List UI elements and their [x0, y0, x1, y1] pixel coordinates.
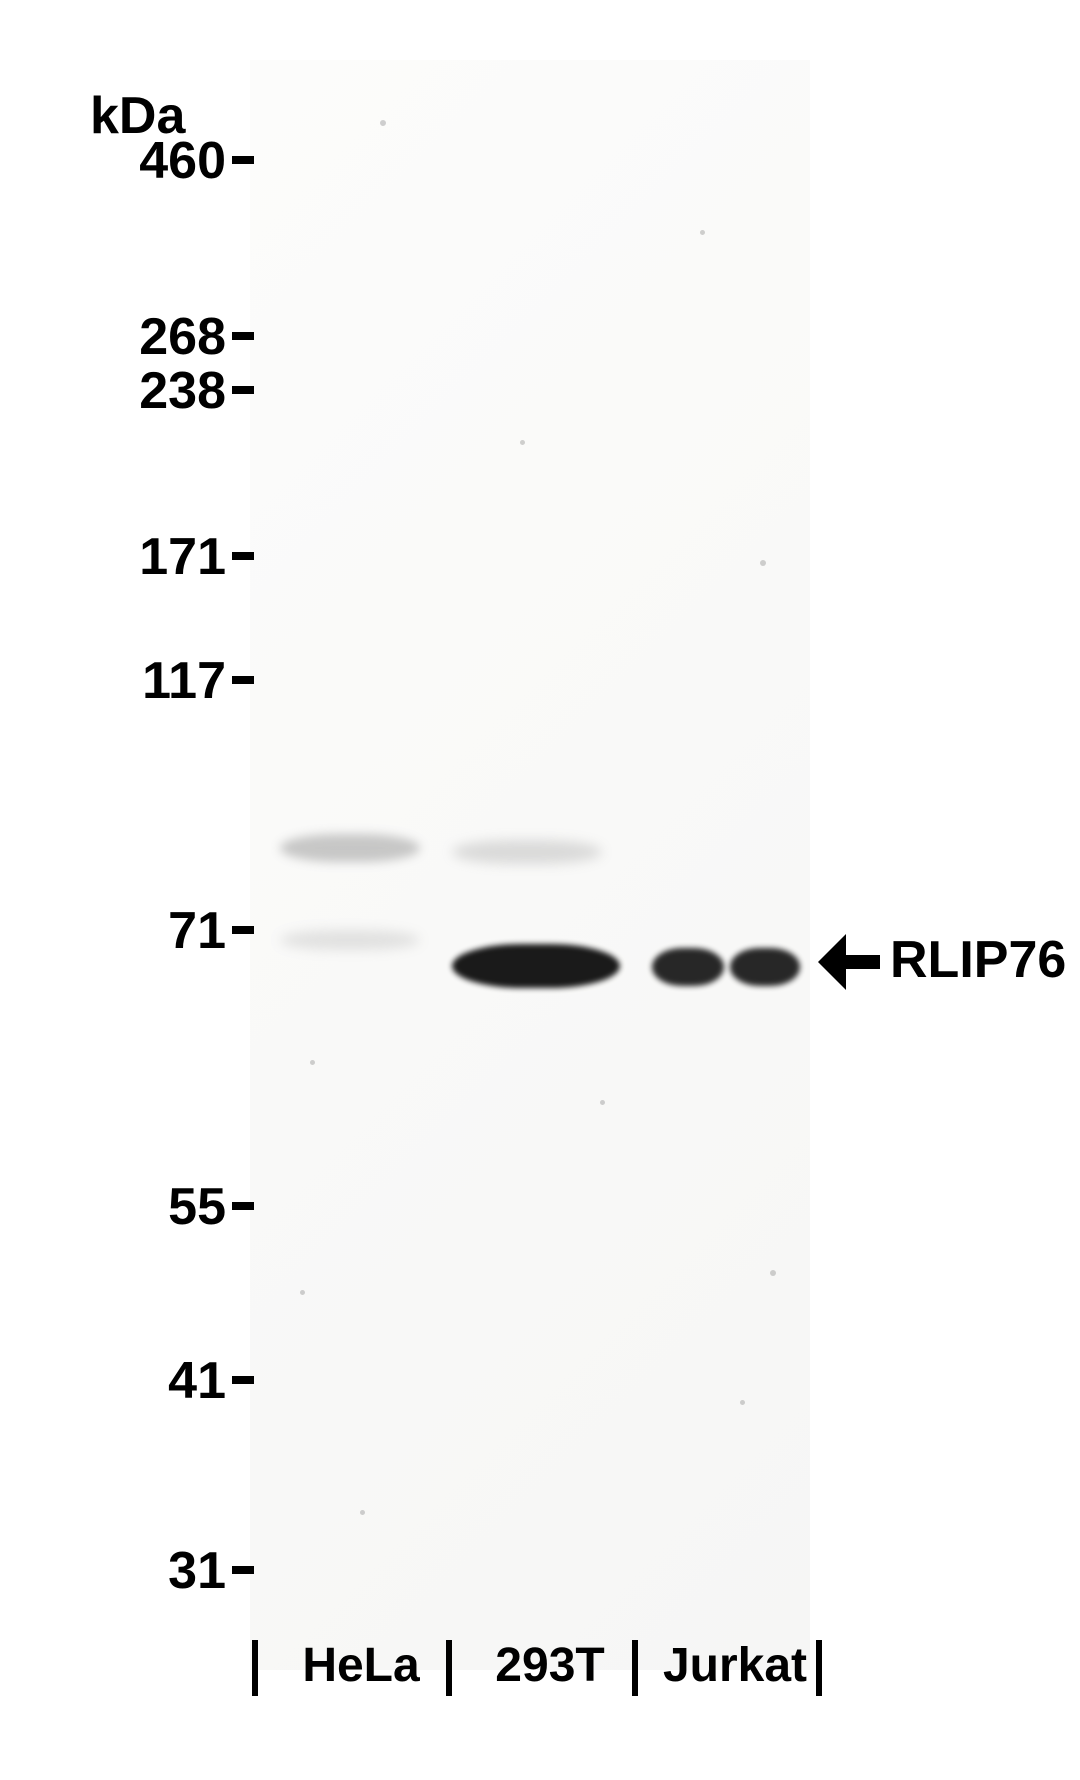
lane-label: HeLa — [276, 1638, 446, 1693]
mw-tick — [232, 676, 254, 684]
arrow-shaft — [846, 955, 880, 969]
speck — [300, 1290, 305, 1295]
speck — [600, 1100, 605, 1105]
speck — [380, 120, 386, 126]
mw-label: 41 — [168, 1351, 226, 1411]
band — [280, 834, 420, 862]
target-protein-label: RLIP76 — [890, 930, 1066, 990]
lane-separator — [632, 1640, 638, 1696]
mw-tick — [232, 1566, 254, 1574]
band — [452, 944, 620, 988]
lane-label: Jurkat — [650, 1638, 820, 1693]
speck — [360, 1510, 365, 1515]
speck — [700, 230, 705, 235]
arrow-head-icon — [818, 934, 846, 990]
blot-membrane — [250, 60, 810, 1670]
mw-tick — [232, 926, 254, 934]
mw-tick — [232, 1202, 254, 1210]
band — [452, 840, 602, 864]
mw-tick — [232, 1376, 254, 1384]
speck — [310, 1060, 315, 1065]
speck — [520, 440, 525, 445]
mw-label: 55 — [168, 1177, 226, 1237]
lane-separator — [446, 1640, 452, 1696]
band — [652, 948, 724, 986]
mw-label: 238 — [139, 361, 226, 421]
figure-container: kDa 46026823817111771554131 HeLa293TJurk… — [0, 0, 1080, 1780]
band — [280, 930, 420, 950]
mw-tick — [232, 552, 254, 560]
mw-tick — [232, 332, 254, 340]
speck — [740, 1400, 745, 1405]
mw-label: 117 — [142, 651, 226, 711]
band — [730, 948, 800, 986]
speck — [770, 1270, 776, 1276]
mw-tick — [232, 156, 254, 164]
mw-label: 171 — [139, 527, 226, 587]
mw-label: 268 — [139, 307, 226, 367]
mw-tick — [232, 386, 254, 394]
lane-label: 293T — [470, 1638, 630, 1693]
mw-label: 31 — [168, 1541, 226, 1601]
speck — [760, 560, 766, 566]
mw-label: 71 — [168, 901, 226, 961]
lane-separator — [252, 1640, 258, 1696]
mw-label: 460 — [139, 131, 226, 191]
